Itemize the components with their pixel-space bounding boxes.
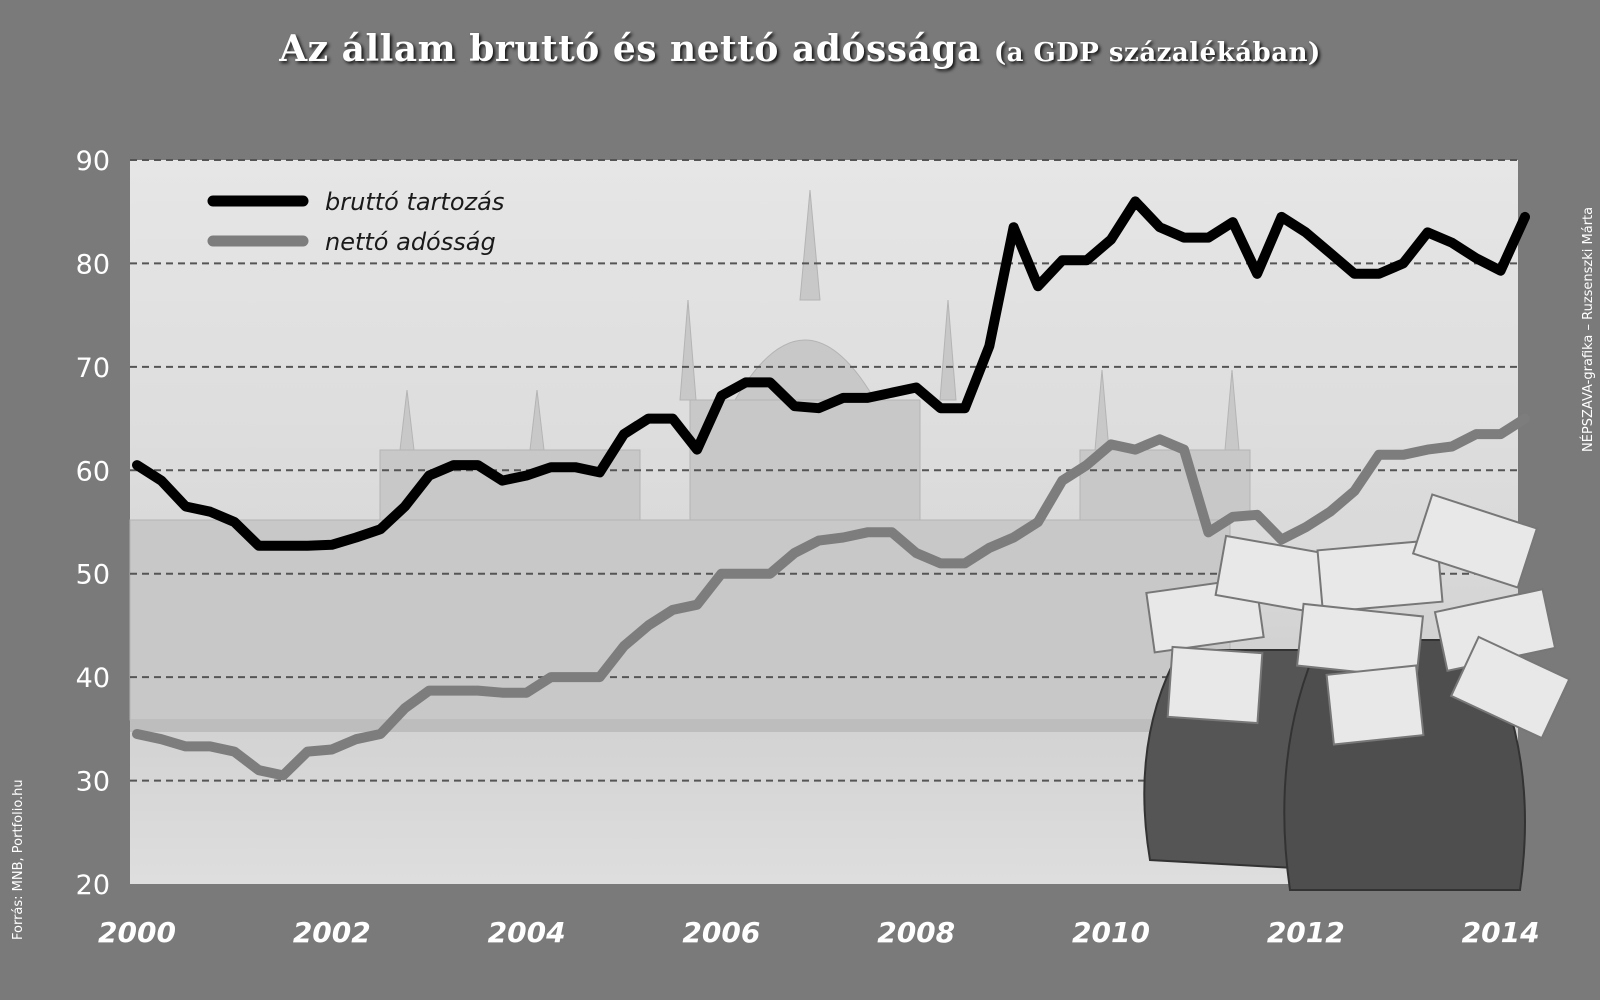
y-tick-label: 80 xyxy=(76,249,110,280)
y-tick-label: 70 xyxy=(76,353,110,384)
x-tick-label: 2004 xyxy=(488,916,566,949)
series-lines xyxy=(132,196,1530,781)
x-tick-label: 2006 xyxy=(682,916,760,949)
series-line-gross-debt xyxy=(132,196,1530,551)
legend-label-gross: bruttó tartozás xyxy=(325,188,504,216)
x-tick-label: 2008 xyxy=(877,916,955,949)
x-tick-label: 2010 xyxy=(1072,916,1150,949)
y-tick-label: 30 xyxy=(76,767,110,798)
money-bags-illustration xyxy=(1143,493,1571,891)
legend-label-net: nettó adósság xyxy=(325,228,496,256)
y-tick-label: 90 xyxy=(76,146,110,177)
y-tick-label: 40 xyxy=(76,663,110,694)
y-axis-ticks: 20 30 40 50 60 70 80 90 xyxy=(76,146,110,901)
y-tick-label: 50 xyxy=(76,560,110,591)
credit-note: NÉPSZAVA-grafika – Ruzsenszki Márta xyxy=(1580,207,1596,452)
y-tick-label: 60 xyxy=(76,456,110,487)
source-note: Forrás: MNB, Portfolio.hu xyxy=(11,779,26,940)
chart-title-main: Az állam bruttó és nettó adóssága xyxy=(279,28,981,70)
x-tick-label: 2000 xyxy=(98,916,176,949)
chart-subtitle: (a GDP százalékában) xyxy=(993,38,1321,68)
x-axis-ticks: 2000 2002 2004 2006 2008 2010 2012 2014 xyxy=(98,916,1540,949)
chart-title: Az állam bruttó és nettó adóssága (a GDP… xyxy=(0,28,1600,70)
y-tick-label: 20 xyxy=(76,870,110,901)
x-tick-label: 2014 xyxy=(1462,916,1540,949)
x-tick-label: 2002 xyxy=(293,916,371,949)
x-tick-label: 2012 xyxy=(1267,916,1345,949)
legend: bruttó tartozás nettó adósság xyxy=(207,188,504,256)
series-line-net-debt xyxy=(132,413,1530,781)
